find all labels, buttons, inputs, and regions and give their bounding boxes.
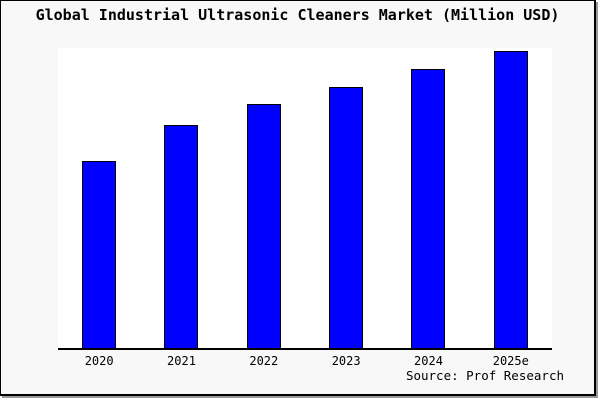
bars	[58, 48, 552, 348]
bar-2022	[246, 104, 281, 348]
x-axis-labels: 2020 2021 2022 2023 2024 2025e	[58, 354, 552, 368]
bar-2020	[82, 160, 117, 348]
x-tick-label-2025e: 2025e	[492, 354, 529, 368]
bar-2025e	[493, 50, 528, 348]
bar-2021	[164, 125, 199, 348]
bar-slot	[305, 48, 387, 348]
bar-slot	[140, 48, 222, 348]
chart-title: Global Industrial Ultrasonic Cleaners Ma…	[35, 6, 560, 24]
x-tick-label-2021: 2021	[167, 354, 196, 368]
bar-slot	[58, 48, 140, 348]
bar-slot	[223, 48, 305, 348]
x-tick-label-2023: 2023	[331, 354, 361, 368]
x-tick-label-2020: 2020	[84, 354, 114, 368]
x-tick-label-2022: 2022	[249, 354, 279, 368]
bar-slot	[387, 48, 469, 348]
bar-2023	[329, 86, 364, 348]
plot-area	[58, 48, 552, 350]
x-tick-label-2024: 2024	[414, 354, 443, 368]
bar-slot	[470, 48, 552, 348]
source-note: Source: Prof Research	[405, 368, 564, 383]
bar-2024	[411, 68, 446, 348]
